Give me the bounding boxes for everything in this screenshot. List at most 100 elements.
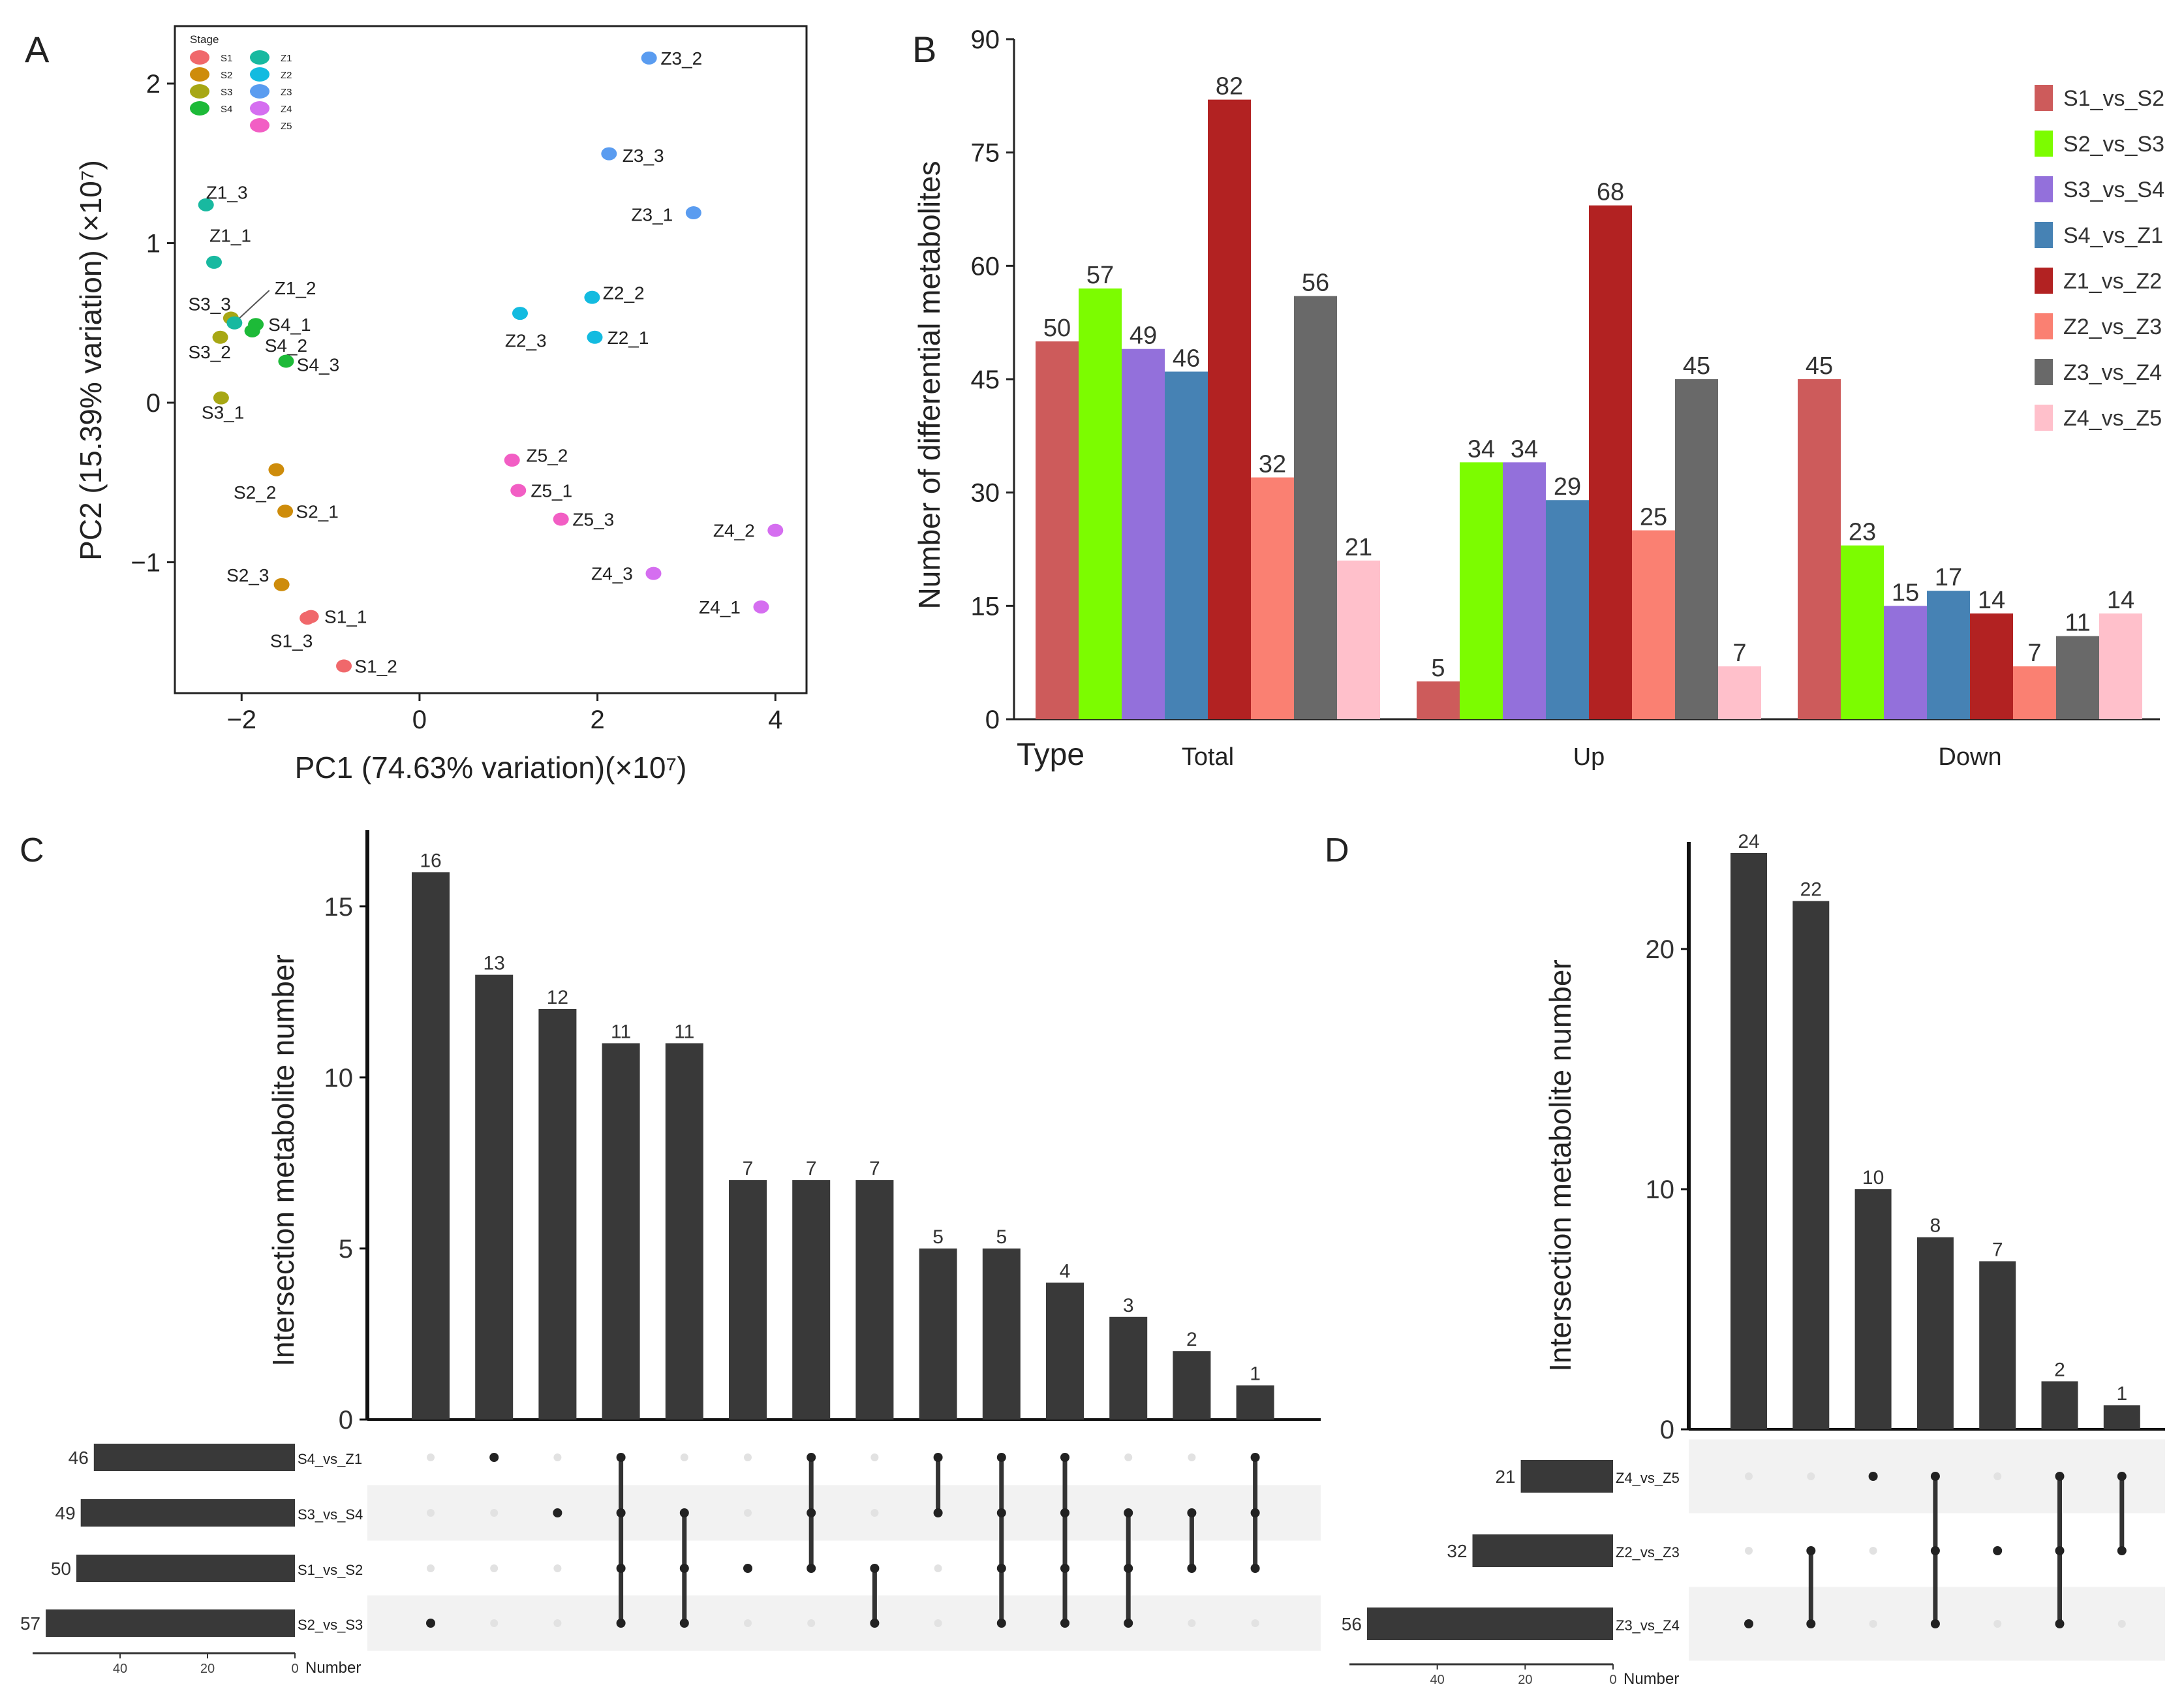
upset-bar — [855, 1180, 894, 1420]
upset-set-size-axis-label: Number — [1623, 1670, 1679, 1688]
upset-matrix-row-bg — [1689, 1587, 2165, 1661]
upset-set-size-bar — [46, 1609, 295, 1637]
upset-set-name-label: Z3_vs_Z4 — [1616, 1617, 1680, 1634]
upset-bar-value-label: 11 — [611, 1021, 631, 1042]
upset-matrix-dot-active — [743, 1564, 752, 1573]
pca-y-axis-label: PC2 (15.39% variation) (×10⁷) — [74, 160, 108, 561]
upset-panel-c: Intersection metabolite number 051015161… — [20, 830, 1321, 1677]
bar — [2056, 636, 2099, 719]
bar-value-label: 45 — [1683, 352, 1710, 380]
upset-bar-value-label: 1 — [1250, 1363, 1261, 1385]
pca-point — [273, 578, 290, 591]
bar-legend-key — [2035, 405, 2053, 431]
bar-legend-key — [2035, 176, 2053, 202]
bar-value-label: 56 — [1302, 270, 1329, 297]
pca-point-label: S2_2 — [234, 482, 276, 503]
upset-bar — [412, 872, 450, 1420]
pca-point-label: S2_1 — [296, 501, 338, 521]
upset-matrix-dot-active — [489, 1453, 499, 1462]
pca-x-tick-label: 0 — [412, 706, 427, 734]
pca-point-label: Z2_2 — [603, 283, 645, 303]
upset-matrix-dot-active — [616, 1453, 626, 1462]
bar-y-tick-label: 60 — [971, 252, 1000, 281]
pca-point — [277, 505, 294, 518]
bar-legend-label: Z4_vs_Z5 — [2063, 406, 2162, 431]
upset-matrix-dot-active — [1930, 1472, 1940, 1481]
upset-bar — [2103, 1405, 2140, 1429]
upset-matrix-dot-inactive — [1188, 1453, 1196, 1461]
upset-matrix-dot-active — [2055, 1472, 2065, 1481]
upset-set-size-value: 32 — [1447, 1541, 1467, 1561]
upset-d-y-label: Intersection metabolite number — [1543, 959, 1577, 1372]
pca-point — [512, 307, 528, 320]
pca-legend-label: Z1 — [281, 53, 292, 64]
upset-matrix-dot-active — [1993, 1546, 2003, 1555]
bar — [1841, 545, 1884, 719]
upset-bar — [1173, 1351, 1211, 1420]
upset-set-name-label: Z4_vs_Z5 — [1616, 1470, 1680, 1486]
upset-bar-value-label: 11 — [674, 1021, 694, 1042]
pca-point-label: Z2_1 — [608, 328, 649, 348]
upset-matrix-dot-active — [1060, 1564, 1069, 1573]
pca-point — [753, 600, 769, 614]
pca-point — [212, 330, 228, 344]
upset-set-size-tick-label: 20 — [1518, 1673, 1532, 1687]
upset-matrix-dot-active — [870, 1619, 880, 1628]
bar — [1208, 99, 1251, 720]
bar-value-label: 11 — [2065, 610, 2090, 637]
upset-y-tick-label: 0 — [339, 1406, 353, 1435]
upset-matrix-dot-active — [553, 1508, 562, 1517]
bar — [1718, 666, 1761, 719]
upset-matrix-dot-active — [807, 1453, 816, 1462]
bar-value-label: 29 — [1554, 473, 1581, 501]
upset-matrix-dot-active — [996, 1619, 1006, 1628]
pca-scatter-panel: PC1 (74.63% variation)(×10⁷) PC2 (15.39%… — [74, 25, 808, 784]
upset-matrix-dot-inactive — [2117, 1620, 2126, 1628]
upset-matrix-dot-inactive — [1124, 1453, 1133, 1461]
bar-value-label: 34 — [1468, 435, 1495, 463]
pca-y-tick-label: 2 — [146, 70, 161, 99]
pca-point-label: S3_2 — [188, 342, 230, 362]
pca-legend-label: Z4 — [281, 104, 292, 115]
pca-point — [206, 255, 222, 269]
bar-value-label: 57 — [1086, 262, 1114, 289]
pca-point-label: Z3_1 — [631, 205, 673, 225]
bar-legend-label: S2_vs_S3 — [2063, 132, 2164, 157]
bar-legend-key — [2035, 313, 2053, 339]
bar — [1460, 462, 1503, 719]
pca-y-tick-label: 1 — [146, 230, 161, 258]
upset-set-size-tick-label: 40 — [1430, 1673, 1445, 1687]
upset-bar — [1792, 901, 1830, 1429]
bar-y-axis-label: Number of differential metabolites — [912, 161, 946, 610]
upset-y-tick-label: 5 — [339, 1235, 353, 1264]
pca-point-label: S3_1 — [202, 403, 244, 423]
pca-legend-key — [190, 50, 209, 65]
upset-matrix-dot-active — [996, 1564, 1006, 1573]
bar-category-label: Down — [1938, 743, 2001, 771]
pca-point-label: Z5_1 — [531, 480, 572, 501]
pca-point-label: S1_2 — [354, 656, 397, 676]
bar — [2013, 666, 2056, 719]
upset-matrix-dot-active — [1187, 1564, 1197, 1573]
pca-point-label: Z5_2 — [527, 446, 568, 466]
pca-point-label: Z3_2 — [660, 48, 702, 69]
bar — [1079, 288, 1122, 720]
upset-matrix-dot-active — [996, 1453, 1006, 1462]
upset-set-size-value: 21 — [1495, 1467, 1515, 1487]
upset-bar — [919, 1248, 957, 1420]
upset-set-size-tick-label: 20 — [200, 1662, 215, 1676]
upset-matrix-dot-inactive — [553, 1453, 562, 1461]
upset-y-tick-label: 0 — [1660, 1416, 1674, 1444]
upset-matrix-dot-active — [1124, 1564, 1133, 1573]
pca-point-label: S3_3 — [188, 294, 230, 314]
upset-matrix-dot-inactive — [490, 1564, 499, 1572]
upset-matrix-row-bg — [367, 1485, 1321, 1541]
bar — [1589, 205, 1632, 719]
upset-matrix-dot-inactive — [1807, 1472, 1815, 1480]
upset-bar — [602, 1043, 640, 1420]
bar — [1122, 349, 1165, 719]
bar-value-label: 5 — [1431, 655, 1445, 682]
upset-matrix-dot-active — [679, 1619, 689, 1628]
bar — [1417, 681, 1460, 719]
